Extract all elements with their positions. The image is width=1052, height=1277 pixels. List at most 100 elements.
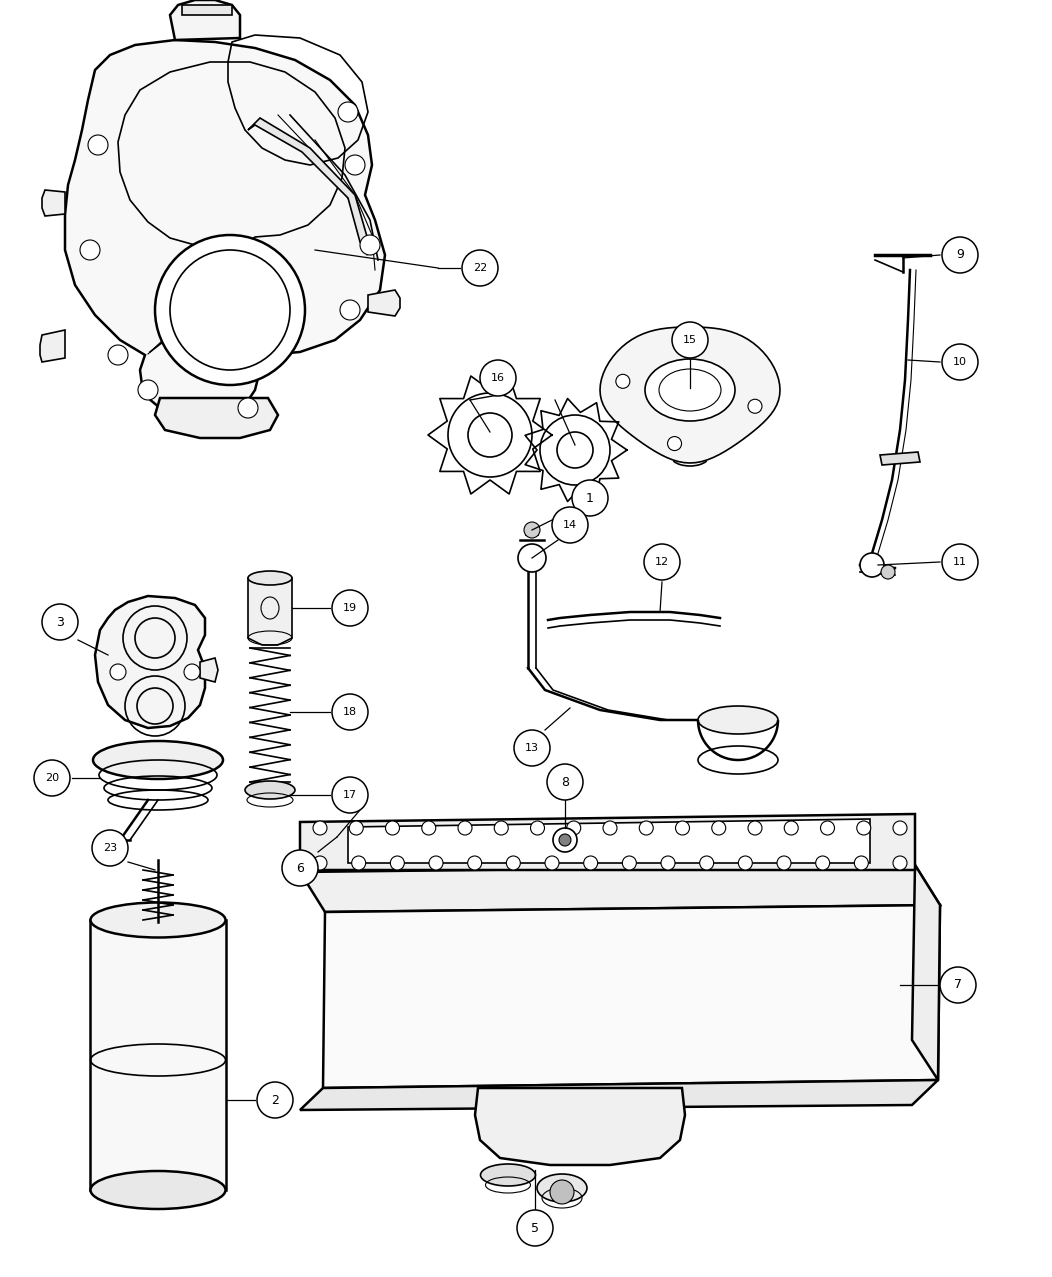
Circle shape bbox=[155, 235, 305, 384]
Circle shape bbox=[351, 856, 366, 870]
Circle shape bbox=[661, 856, 675, 870]
Circle shape bbox=[517, 1211, 553, 1246]
Circle shape bbox=[881, 564, 895, 578]
Text: 15: 15 bbox=[683, 335, 697, 345]
Circle shape bbox=[784, 821, 798, 835]
Circle shape bbox=[506, 856, 521, 870]
Text: 10: 10 bbox=[953, 358, 967, 366]
Polygon shape bbox=[90, 919, 226, 1190]
Circle shape bbox=[552, 507, 588, 543]
Text: 6: 6 bbox=[296, 862, 304, 875]
Text: 20: 20 bbox=[45, 773, 59, 783]
Polygon shape bbox=[248, 117, 368, 243]
Ellipse shape bbox=[90, 903, 225, 937]
Text: 13: 13 bbox=[525, 743, 539, 753]
Circle shape bbox=[567, 821, 581, 835]
Circle shape bbox=[748, 821, 762, 835]
Circle shape bbox=[518, 544, 546, 572]
Polygon shape bbox=[881, 452, 920, 465]
Ellipse shape bbox=[245, 782, 295, 799]
Circle shape bbox=[332, 590, 368, 626]
Circle shape bbox=[34, 760, 70, 796]
Polygon shape bbox=[348, 819, 870, 863]
Polygon shape bbox=[200, 658, 218, 682]
Circle shape bbox=[238, 398, 258, 418]
Text: 3: 3 bbox=[56, 616, 64, 628]
Ellipse shape bbox=[481, 1165, 535, 1186]
Polygon shape bbox=[600, 327, 780, 464]
Circle shape bbox=[332, 776, 368, 813]
Polygon shape bbox=[40, 329, 65, 361]
Circle shape bbox=[672, 322, 708, 358]
Circle shape bbox=[777, 856, 791, 870]
Circle shape bbox=[332, 693, 368, 730]
Circle shape bbox=[170, 250, 290, 370]
Circle shape bbox=[893, 821, 907, 835]
Circle shape bbox=[313, 821, 327, 835]
Polygon shape bbox=[323, 905, 940, 1088]
Circle shape bbox=[530, 821, 545, 835]
Circle shape bbox=[338, 102, 358, 123]
Circle shape bbox=[340, 300, 360, 321]
Text: 18: 18 bbox=[343, 707, 357, 716]
Circle shape bbox=[514, 730, 550, 766]
Text: 5: 5 bbox=[531, 1222, 539, 1235]
Text: 8: 8 bbox=[561, 775, 569, 788]
Circle shape bbox=[675, 821, 689, 835]
Ellipse shape bbox=[697, 706, 778, 734]
Circle shape bbox=[942, 544, 978, 580]
Circle shape bbox=[572, 480, 608, 516]
Circle shape bbox=[940, 967, 976, 1002]
Text: 17: 17 bbox=[343, 790, 357, 799]
Circle shape bbox=[313, 856, 327, 870]
Polygon shape bbox=[170, 0, 240, 40]
Polygon shape bbox=[42, 190, 65, 216]
Circle shape bbox=[712, 821, 726, 835]
Text: 16: 16 bbox=[491, 373, 505, 383]
Circle shape bbox=[494, 821, 508, 835]
Polygon shape bbox=[368, 290, 400, 315]
Circle shape bbox=[88, 135, 108, 155]
Text: 22: 22 bbox=[473, 263, 487, 273]
Polygon shape bbox=[248, 572, 292, 645]
Circle shape bbox=[603, 821, 618, 835]
Circle shape bbox=[854, 856, 868, 870]
Polygon shape bbox=[912, 865, 940, 1080]
Circle shape bbox=[640, 821, 653, 835]
Polygon shape bbox=[476, 1088, 685, 1165]
Ellipse shape bbox=[537, 1174, 587, 1202]
Ellipse shape bbox=[93, 741, 223, 779]
Circle shape bbox=[468, 856, 482, 870]
Circle shape bbox=[42, 604, 78, 640]
Circle shape bbox=[108, 345, 128, 365]
Circle shape bbox=[584, 856, 598, 870]
Circle shape bbox=[360, 235, 380, 255]
Circle shape bbox=[385, 821, 400, 835]
Circle shape bbox=[739, 856, 752, 870]
Circle shape bbox=[821, 821, 834, 835]
Circle shape bbox=[893, 856, 907, 870]
Circle shape bbox=[942, 344, 978, 381]
Text: 12: 12 bbox=[655, 557, 669, 567]
Circle shape bbox=[458, 821, 472, 835]
Circle shape bbox=[547, 764, 583, 799]
Circle shape bbox=[815, 856, 830, 870]
Circle shape bbox=[700, 856, 713, 870]
Circle shape bbox=[92, 830, 128, 866]
Polygon shape bbox=[155, 398, 278, 438]
Circle shape bbox=[748, 400, 762, 414]
Text: 19: 19 bbox=[343, 603, 357, 613]
Circle shape bbox=[345, 155, 365, 175]
Polygon shape bbox=[95, 596, 205, 728]
Text: 7: 7 bbox=[954, 978, 962, 991]
Polygon shape bbox=[182, 5, 232, 15]
Ellipse shape bbox=[90, 1171, 225, 1209]
Circle shape bbox=[856, 821, 871, 835]
Circle shape bbox=[623, 856, 636, 870]
Circle shape bbox=[480, 360, 515, 396]
Circle shape bbox=[689, 328, 703, 342]
Polygon shape bbox=[300, 1080, 938, 1110]
Circle shape bbox=[550, 1180, 574, 1204]
Text: 2: 2 bbox=[271, 1093, 279, 1106]
Ellipse shape bbox=[645, 359, 735, 421]
